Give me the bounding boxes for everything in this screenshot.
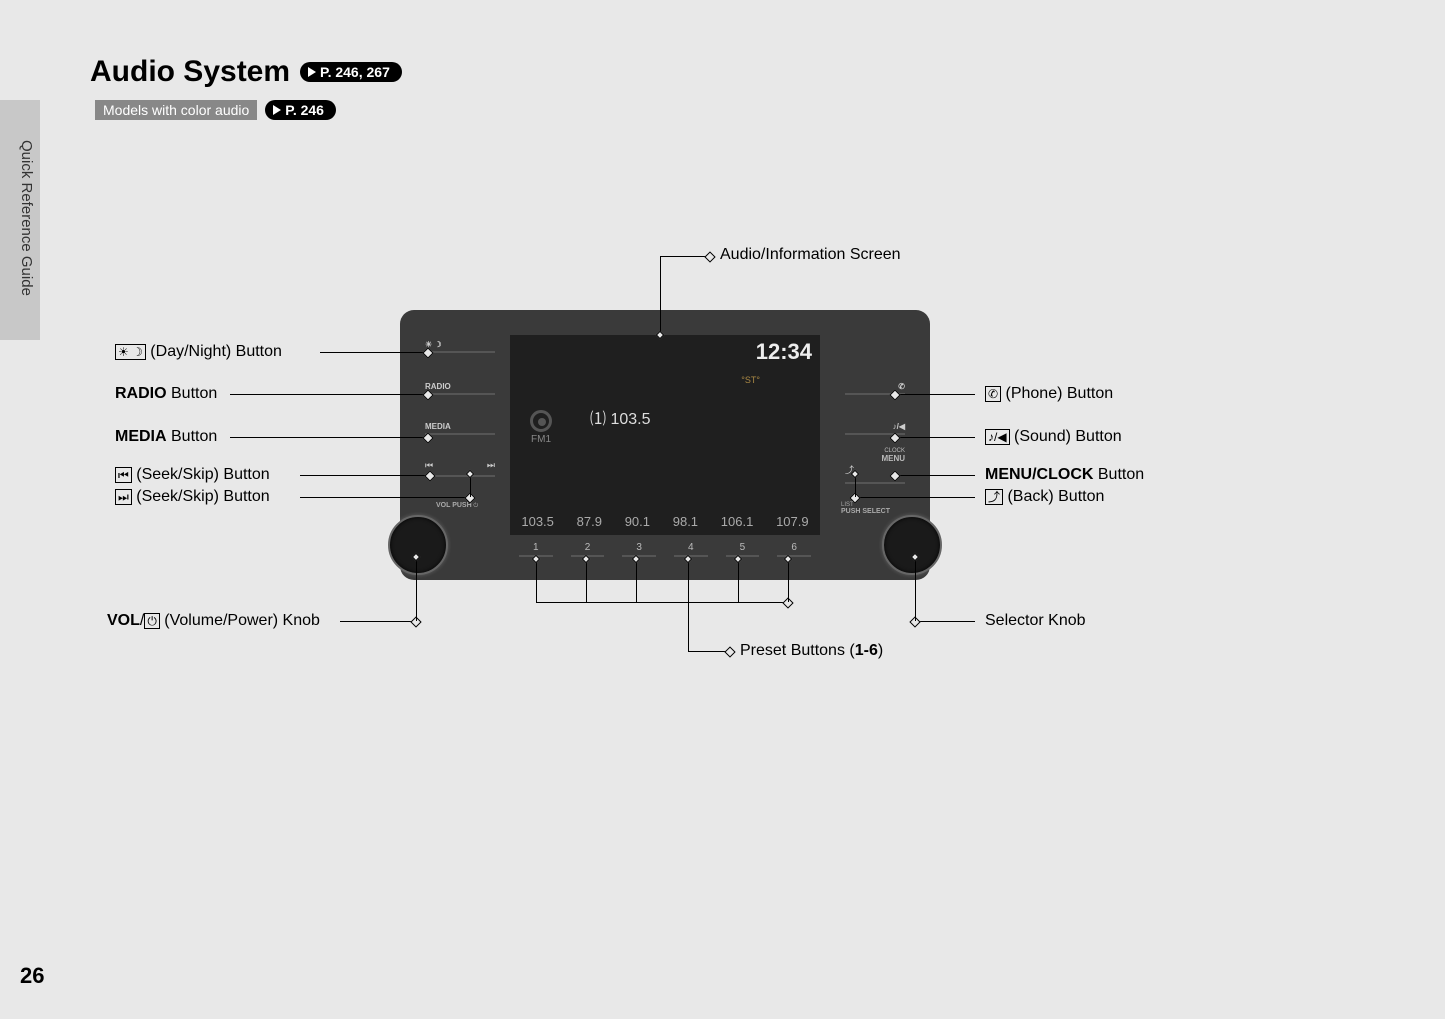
unit-seek-next-button[interactable]: ⏭ [487, 460, 495, 471]
audio-head-unit: ☀ ☽ RADIO MEDIA ⏮ ⏭ VOL PUSH ⏻ ✆ ♪/◀ CLO… [400, 310, 930, 580]
audio-information-screen: 12:34 °ST° FM1 ⑴ 103.5 103.5 87.9 90.1 9… [510, 335, 820, 535]
preset-button[interactable]: 6 [777, 542, 811, 557]
daynight-icon: ☀ ☽ [115, 344, 146, 360]
leader [636, 559, 637, 602]
leader [660, 256, 661, 336]
unit-daynight-button[interactable]: ☀ ☽ [425, 340, 495, 353]
side-tab-label: Quick Reference Guide [18, 140, 35, 296]
leader [895, 475, 975, 476]
preset-button[interactable]: 5 [726, 542, 760, 557]
unit-seek-row: ⏮ ⏭ [425, 460, 495, 477]
leader [738, 559, 739, 602]
screen-clock: 12:34 [756, 339, 812, 365]
leader [895, 437, 975, 438]
leader [230, 437, 428, 438]
callout-radio: RADIO Button [115, 385, 217, 403]
leader [300, 475, 430, 476]
leader [915, 621, 975, 622]
leader [340, 621, 416, 622]
subtitle-row: Models with color audio P. 246 [95, 100, 336, 120]
page-number: 26 [20, 963, 44, 989]
power-icon: ⏻ [144, 613, 160, 629]
callout-seek-next: ⏭ (Seek/Skip) Button [115, 488, 270, 506]
callout-preset-buttons: Preset Buttons (1-6) [740, 642, 883, 660]
leader [788, 559, 789, 602]
phone-icon: ✆ [985, 386, 1001, 402]
leader [688, 559, 689, 602]
seek-prev-icon: ⏮ [115, 467, 132, 483]
leader [536, 559, 537, 602]
subtitle: Models with color audio [95, 100, 257, 120]
screen-preset-list: 103.5 87.9 90.1 98.1 106.1 107.9 [510, 514, 820, 529]
callout-daynight: ☀ ☽ (Day/Night) Button [115, 343, 282, 361]
preset-buttons-row: 1 2 3 4 5 6 [510, 542, 820, 557]
unit-radio-button[interactable]: RADIO [425, 382, 495, 395]
screen-preset: 107.9 [776, 514, 809, 529]
callout-screen: Audio/Information Screen [720, 246, 901, 264]
unit-vol-label: VOL PUSH ⏻ [436, 502, 478, 510]
unit-media-button[interactable]: MEDIA [425, 422, 495, 435]
subtitle-page-ref: P. 246 [265, 100, 336, 120]
title-row: Audio System P. 246, 267 [90, 55, 402, 89]
callout-menu-clock: MENU/CLOCK Button [985, 466, 1144, 484]
callout-back: ⤴ (Back) Button [985, 488, 1104, 506]
screen-preset: 98.1 [673, 514, 698, 529]
unit-list-label: LISTPUSH SELECT [841, 502, 890, 515]
leader [416, 558, 417, 621]
screen-preset: 90.1 [625, 514, 650, 529]
screen-st-indicator: °ST° [741, 375, 760, 385]
callout-selector-knob: Selector Knob [985, 612, 1086, 630]
screen-frequency: ⑴ 103.5 [590, 405, 651, 429]
leader [470, 475, 471, 497]
leader [895, 394, 975, 395]
leader [660, 256, 710, 257]
callout-sound: ♪/◀ (Sound) Button [985, 428, 1122, 446]
screen-preset: 87.9 [577, 514, 602, 529]
leader [688, 651, 730, 652]
sound-icon: ♪/◀ [985, 429, 1010, 445]
seek-next-icon: ⏭ [115, 489, 132, 505]
leader [688, 602, 689, 652]
leader [320, 352, 428, 353]
preset-button[interactable]: 3 [622, 542, 656, 557]
preset-button[interactable]: 4 [674, 542, 708, 557]
leader [586, 559, 587, 602]
title-page-ref: P. 246, 267 [300, 62, 402, 82]
callout-vol-knob: VOL/⏻ (Volume/Power) Knob [107, 612, 320, 630]
leader [536, 602, 788, 603]
leader [855, 497, 975, 498]
callout-phone: ✆ (Phone) Button [985, 385, 1113, 403]
preset-button[interactable]: 2 [571, 542, 605, 557]
selector-knob[interactable] [882, 515, 942, 575]
volume-power-knob[interactable] [388, 515, 448, 575]
leader [855, 475, 856, 497]
leader [915, 558, 916, 621]
screen-preset: 103.5 [521, 514, 554, 529]
callout-media: MEDIA Button [115, 428, 217, 446]
screen-preset: 106.1 [721, 514, 754, 529]
leader [300, 497, 470, 498]
unit-menu-button[interactable]: CLOCKMENU [881, 448, 905, 463]
callout-seek-prev: ⏮ (Seek/Skip) Button [115, 466, 270, 484]
page-title: Audio System [90, 55, 290, 89]
leader [230, 394, 428, 395]
back-icon: ⤴ [985, 489, 1003, 505]
screen-band-icon: FM1 [530, 410, 552, 445]
